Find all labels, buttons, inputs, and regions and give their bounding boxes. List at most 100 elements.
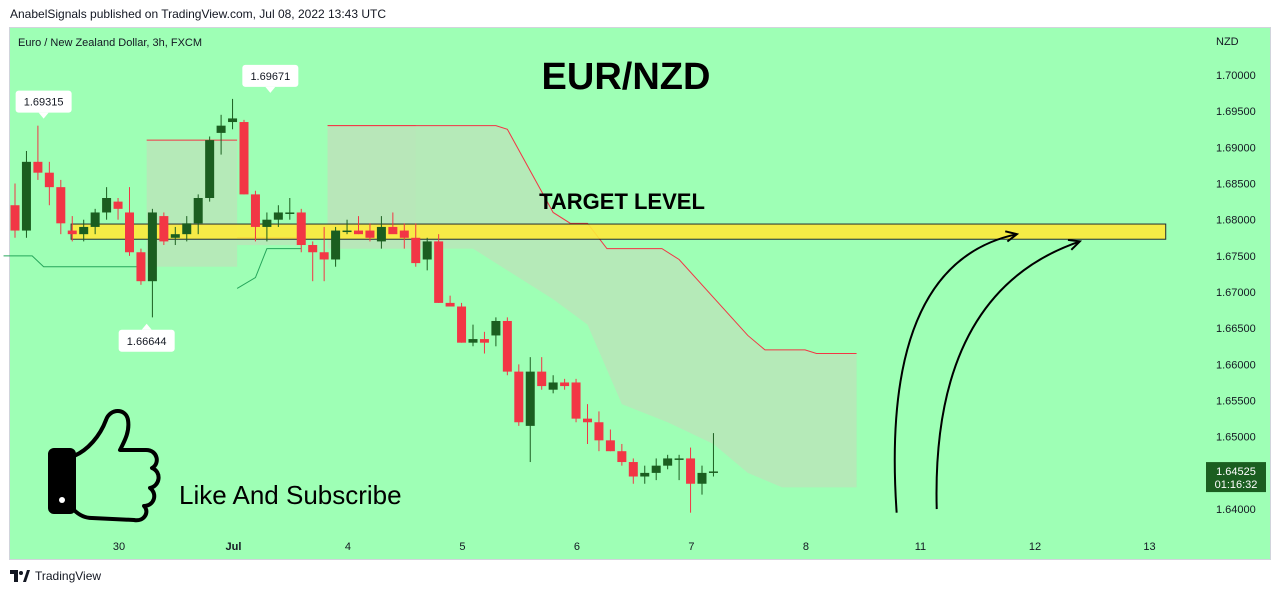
y-tick-label: 1.68000: [1216, 215, 1256, 227]
candle-body: [674, 458, 684, 460]
y-tick-label: 1.66500: [1216, 323, 1256, 335]
candle: [640, 465, 650, 484]
candle: [125, 187, 134, 256]
candle-body: [170, 234, 180, 238]
candle-body: [216, 125, 226, 133]
x-tick-label: 11: [915, 541, 926, 553]
candle-body: [262, 219, 272, 227]
candle: [33, 125, 43, 180]
arrow-head: [1004, 230, 1020, 243]
callout-pointer: [141, 323, 152, 330]
callout-label: 1.66644: [127, 336, 167, 348]
candle: [605, 429, 615, 452]
y-tick-label: 1.69000: [1216, 142, 1256, 154]
candle: [44, 161, 54, 206]
candle-body: [10, 205, 20, 231]
y-tick-label: 1.70000: [1216, 70, 1256, 82]
x-tick-label: 30: [113, 541, 125, 553]
candle-body: [331, 230, 341, 260]
candle: [399, 223, 409, 249]
y-tick-label: 1.65000: [1216, 432, 1256, 444]
y-tick-label: 1.65500: [1216, 396, 1256, 408]
x-tick-label: 4: [345, 541, 351, 553]
candle-body: [273, 212, 283, 220]
candle-body: [445, 302, 455, 307]
candle: [502, 317, 512, 376]
candle-body: [571, 382, 581, 419]
candle: [422, 237, 432, 271]
candle-body: [296, 212, 306, 246]
candle-body: [640, 472, 650, 477]
candle: [228, 98, 238, 130]
candle: [250, 190, 260, 242]
candle: [354, 216, 363, 235]
candle: [388, 212, 398, 235]
candle-body: [319, 252, 329, 260]
y-tick-label: 1.66000: [1216, 359, 1256, 371]
candle-body: [205, 140, 215, 198]
candle-body: [147, 212, 157, 282]
candle: [697, 465, 707, 495]
candle-body: [193, 198, 203, 224]
candle-body: [67, 230, 77, 235]
candle-body: [708, 471, 718, 473]
tradingview-logo-icon: [10, 570, 30, 582]
candle: [708, 433, 718, 477]
band-segment: [237, 237, 302, 246]
candle: [445, 295, 455, 307]
candle: [216, 114, 226, 155]
countdown-label: 01:16:32: [1215, 479, 1258, 491]
candle-body: [79, 226, 89, 235]
candle-body: [125, 212, 134, 253]
footer-brand: TradingView: [35, 569, 102, 583]
candle-body: [90, 212, 100, 227]
candle-body: [525, 371, 535, 426]
candle-body: [411, 237, 421, 264]
candle: [594, 411, 604, 452]
candle-body: [342, 230, 352, 233]
band-lower-line: [236, 248, 302, 289]
price-callout: 1.69671: [242, 64, 299, 93]
candle: [308, 241, 318, 282]
arrow-head: [1067, 238, 1083, 251]
candle-body: [102, 198, 112, 213]
target-level-label: TARGET LEVEL: [539, 189, 705, 214]
callout-label: 1.69315: [24, 97, 64, 109]
candle-body: [457, 306, 467, 343]
candle: [365, 223, 375, 242]
candle-body: [479, 339, 489, 343]
candle-body: [628, 462, 638, 477]
candle-body: [651, 465, 661, 473]
x-tick-label: 5: [459, 541, 465, 553]
callout-box: [242, 64, 299, 87]
candle: [136, 248, 146, 285]
candle-body: [388, 226, 398, 235]
symbol-label: Euro / New Zealand Dollar, 3h, FXCM: [18, 37, 202, 49]
candle-body: [21, 161, 31, 231]
candle: [525, 357, 535, 463]
candle-body: [697, 472, 707, 484]
curved-arrow: [893, 230, 1020, 513]
y-tick-label: 1.67000: [1216, 287, 1256, 299]
big-band-fill: [327, 125, 857, 488]
band-segment: [146, 140, 238, 267]
candle: [560, 378, 570, 390]
candle: [663, 454, 673, 470]
candle: [583, 404, 592, 444]
band-lower-line: [3, 255, 141, 268]
arrow-curve: [893, 233, 1018, 513]
candle: [319, 226, 329, 282]
candle-body: [468, 339, 478, 343]
candle-body: [422, 241, 432, 260]
candle: [571, 378, 581, 423]
currency-label: NZD: [1216, 36, 1239, 48]
candle-body: [285, 212, 295, 214]
candle: [285, 198, 295, 220]
candle-body: [605, 440, 615, 452]
callout-box: [118, 329, 175, 352]
candle: [21, 150, 31, 238]
candle: [651, 458, 661, 481]
callout-box: [15, 90, 72, 113]
candle: [479, 331, 489, 354]
